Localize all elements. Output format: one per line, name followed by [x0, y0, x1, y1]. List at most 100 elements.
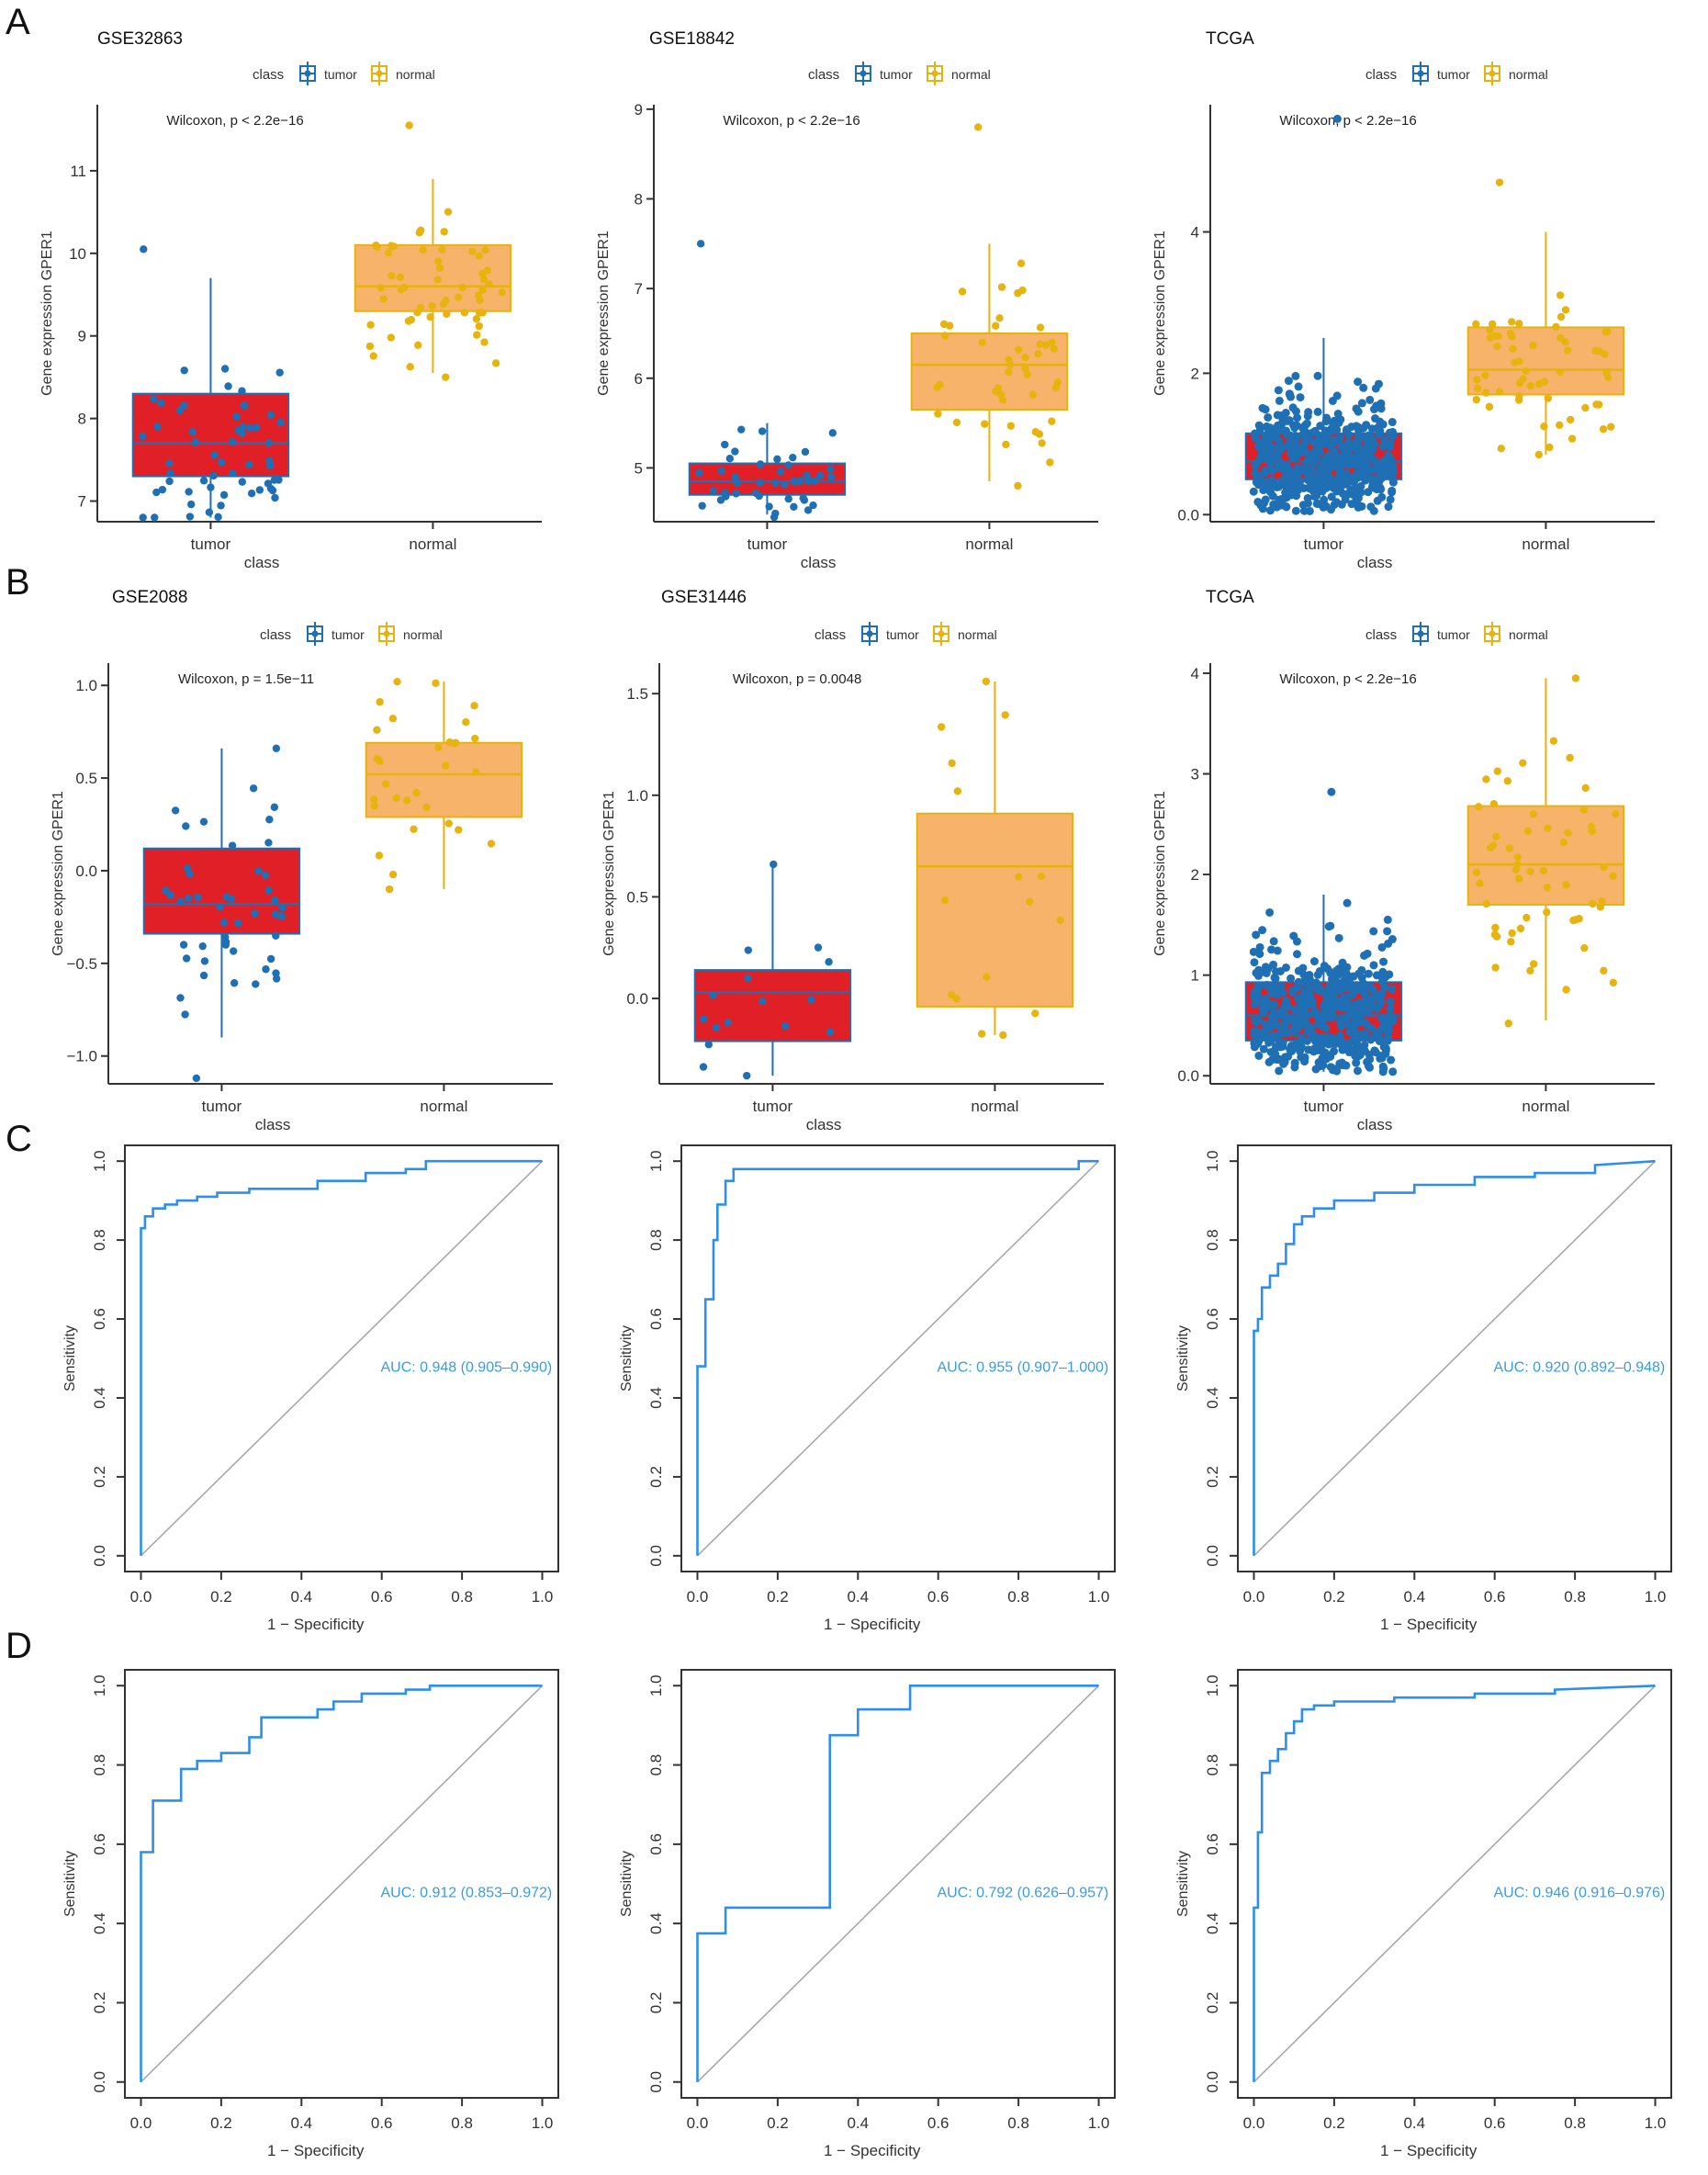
legend-key-tumor [855, 62, 871, 85]
tumor-point [789, 453, 797, 462]
y-tick-label: 0.0 [91, 1545, 108, 1567]
tumor-point [1337, 441, 1346, 450]
tumor-point [1298, 977, 1308, 986]
normal-point [952, 418, 961, 427]
tumor-point [1388, 935, 1397, 944]
normal-point [1556, 291, 1565, 299]
normal-point [435, 264, 444, 273]
tumor-point [803, 506, 813, 514]
tumor-point [722, 492, 730, 501]
normal-point [1490, 930, 1500, 939]
tumor-point [1252, 930, 1261, 940]
normal-point [981, 420, 989, 428]
tumor-point [1252, 968, 1261, 977]
normal-point [388, 715, 398, 723]
tumor-point [1350, 460, 1359, 469]
tumor-point [1353, 1036, 1362, 1045]
x-tick-label: 0.0 [1243, 2114, 1265, 2132]
tumor-point [1291, 506, 1300, 515]
plot-frame [1237, 1144, 1672, 1572]
normal-point [934, 410, 942, 418]
y-tick-label: 0.6 [647, 1308, 665, 1330]
tumor-point [209, 471, 218, 480]
tumor-point [1386, 997, 1395, 1007]
tumor-point [1294, 1042, 1303, 1052]
tumor-point [1377, 399, 1386, 408]
normal-point [434, 257, 443, 265]
auc-annotation: AUC: 0.792 (0.626–0.957) [937, 1886, 1108, 1901]
normal-point [1005, 367, 1013, 377]
normal-point [1036, 323, 1045, 332]
tumor-point [1269, 937, 1278, 946]
normal-point [475, 321, 483, 331]
roc-curve [140, 1159, 543, 1556]
tumor-point [1291, 407, 1300, 416]
normal-point [997, 390, 1006, 400]
normal-point [1515, 874, 1523, 883]
tumor-point [1366, 502, 1376, 512]
tumor-point [1360, 1029, 1369, 1038]
tumor-point [1361, 1019, 1370, 1028]
x-tick-label: tumor [202, 1098, 242, 1115]
y-tick-label: 10 [69, 245, 86, 263]
normal-point [1529, 960, 1538, 968]
y-tick-label: 0.8 [1204, 1754, 1221, 1776]
tumor-point [1345, 453, 1354, 462]
normal-point [1021, 365, 1029, 373]
tumor-point [717, 467, 726, 475]
tumor-point [182, 822, 190, 830]
tumor-point [1322, 413, 1332, 423]
normal-point [1607, 423, 1615, 431]
y-tick-label: −0.5 [66, 955, 97, 973]
tumor-point [265, 816, 274, 824]
tumor-point [695, 468, 703, 477]
tumor-point [1306, 467, 1315, 476]
x-tick-label: 0.0 [130, 2114, 152, 2132]
tumor-point [272, 931, 280, 940]
boxplot-2: 5 6 7 8 9 tumor normal class Gene expression GPE… [596, 29, 1098, 571]
normal-point [472, 314, 481, 323]
plot-frame [124, 1144, 559, 1572]
normal-point [373, 726, 381, 734]
normal-point [1543, 907, 1551, 917]
normal-point [977, 1030, 986, 1038]
normal-point [1609, 872, 1617, 881]
tumor-point [826, 465, 835, 473]
normal-point [1050, 344, 1058, 353]
tumor-point [1357, 471, 1366, 480]
legend-key-tumor [861, 622, 878, 646]
y-tick-label: 2 [1191, 866, 1199, 884]
y-tick-label: 0.4 [647, 1912, 665, 1934]
tumor-point [1319, 1061, 1328, 1070]
tumor-point [1294, 966, 1303, 975]
y-tick-label: 0.8 [1204, 1229, 1221, 1251]
tumor-point [1357, 501, 1366, 511]
tumor-point [804, 477, 814, 486]
legend-key-normal-point [1489, 70, 1496, 77]
normal-point [1563, 346, 1572, 355]
tumor-point [1275, 396, 1284, 405]
tumor-point [1337, 1021, 1346, 1031]
tumor-point [814, 943, 823, 952]
normal-point [1473, 376, 1481, 384]
tumor-point [1328, 1033, 1337, 1042]
tumor-point [1317, 986, 1326, 996]
normal-box [916, 812, 1074, 1008]
normal-point [1472, 868, 1481, 877]
normal-point [1053, 378, 1062, 387]
normal-point [1515, 378, 1524, 388]
tumor-point [1388, 1067, 1398, 1076]
tumor-point [224, 382, 232, 390]
tumor-point [1377, 492, 1387, 501]
tumor-point [1312, 499, 1321, 508]
x-tick-label: 1.0 [1645, 1588, 1667, 1606]
normal-point [1544, 824, 1552, 833]
normal-point [407, 315, 416, 324]
tumor-point [1388, 432, 1398, 441]
tumor-point [205, 508, 214, 516]
tumor-point [1369, 961, 1378, 970]
normal-point [413, 309, 421, 317]
normal-point [440, 228, 448, 236]
tumor-point [1315, 1019, 1324, 1028]
legend-label-normal: normal [958, 627, 997, 642]
